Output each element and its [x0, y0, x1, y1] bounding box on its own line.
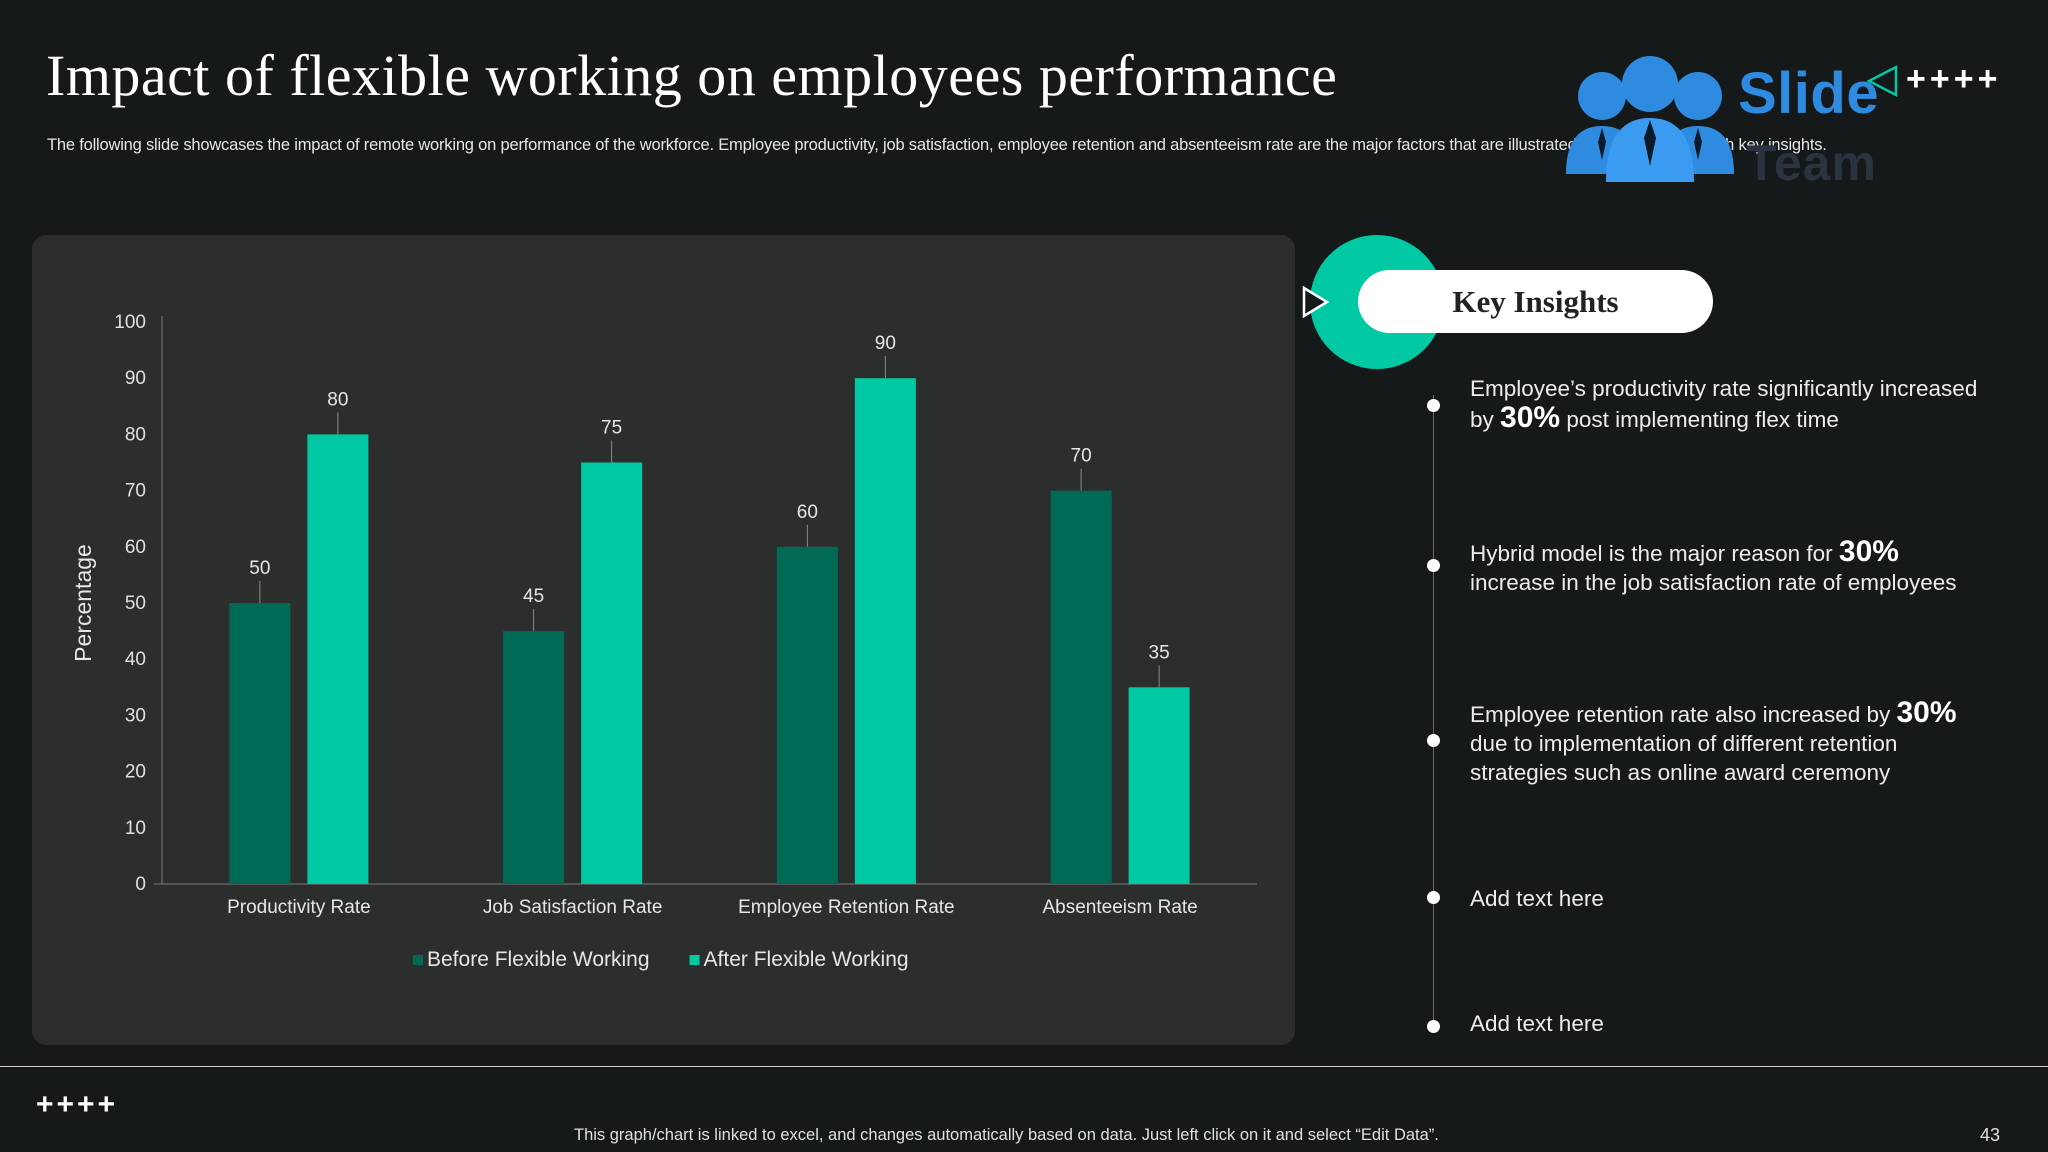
- x-tick-label: Productivity Rate: [227, 897, 371, 918]
- insight-bullet: [1427, 891, 1440, 904]
- x-tick-label: Absenteeism Rate: [1043, 897, 1198, 918]
- bar: [503, 631, 565, 884]
- legend-label: After Flexible Working: [704, 948, 909, 971]
- y-tick-label: 70: [125, 481, 146, 502]
- page-subtitle: The following slide showcases the impact…: [47, 136, 1827, 154]
- legend-label: Before Flexible Working: [427, 948, 650, 971]
- y-axis-label: Percentage: [70, 544, 96, 662]
- y-tick-label: 80: [125, 424, 146, 445]
- insight-item-1: Employee’s productivity rate significant…: [1470, 376, 1978, 434]
- data-label: 70: [1071, 446, 1092, 467]
- x-tick-label: Job Satisfaction Rate: [483, 897, 663, 918]
- bar: [1128, 687, 1190, 884]
- legend-swatch: [413, 955, 423, 965]
- bar: [776, 546, 838, 884]
- insight-bullet: [1427, 559, 1440, 572]
- logo-plus-decoration: ++++: [1906, 60, 2002, 98]
- bar: [854, 378, 916, 884]
- page-title: Impact of flexible working on employees …: [46, 43, 1338, 108]
- insight-item-5[interactable]: Add text here: [1470, 1011, 1604, 1036]
- y-tick-label: 60: [125, 537, 146, 558]
- slideteam-logo: Slide Team ++++: [1566, 54, 1997, 194]
- insights-timeline-line: [1433, 395, 1434, 1030]
- data-label: 35: [1149, 642, 1170, 663]
- play-arrow-icon: [1302, 285, 1330, 319]
- key-insights-heading: Key Insights: [1358, 270, 1713, 333]
- bar: [1050, 490, 1112, 884]
- footer-note: This graph/chart is linked to excel, and…: [574, 1126, 1439, 1144]
- triangle-outline-icon: [1866, 64, 1898, 98]
- bar: [229, 603, 291, 884]
- y-tick-label: 100: [114, 312, 146, 333]
- insight-bullet: [1427, 734, 1440, 747]
- x-tick-label: Employee Retention Rate: [738, 897, 955, 918]
- y-tick-label: 10: [125, 818, 146, 839]
- bar: [581, 462, 643, 884]
- logo-subtext: Team: [1746, 135, 1877, 191]
- logo-wordmark: Slide: [1738, 61, 1880, 126]
- data-label: 75: [601, 418, 622, 439]
- data-label: 80: [327, 389, 348, 410]
- footer-divider: [0, 1066, 2048, 1067]
- insight-item-2: Hybrid model is the major reason for 30%…: [1470, 535, 1957, 596]
- y-tick-label: 30: [125, 705, 146, 726]
- data-label: 45: [523, 586, 544, 607]
- y-tick-label: 20: [125, 762, 146, 783]
- insight-item-3: Employee retention rate also increased b…: [1470, 696, 1957, 786]
- page-number: 43: [1980, 1125, 2001, 1145]
- y-tick-label: 40: [125, 649, 146, 670]
- insight-bullet: [1427, 399, 1440, 412]
- data-label: 90: [875, 333, 896, 354]
- y-tick-label: 0: [135, 874, 146, 895]
- y-tick-label: 90: [125, 368, 146, 389]
- insight-bullet: [1427, 1020, 1440, 1033]
- data-label: 50: [249, 558, 270, 579]
- bar: [307, 434, 369, 884]
- bar-chart[interactable]: 0 10 20 30 40 50 60 70 80 90 100 Percentage 50 80 Prod…: [32, 235, 1295, 1045]
- footer-plus-decoration: ++++: [36, 1088, 119, 1121]
- y-tick-label: 50: [125, 593, 146, 614]
- legend-swatch: [689, 955, 700, 965]
- chart-panel[interactable]: 0 10 20 30 40 50 60 70 80 90 100 Percentage 50 80 Prod…: [32, 235, 1295, 1045]
- insight-item-4[interactable]: Add text here: [1470, 886, 1604, 911]
- team-people-icon: [1566, 56, 1734, 182]
- data-label: 60: [797, 502, 818, 523]
